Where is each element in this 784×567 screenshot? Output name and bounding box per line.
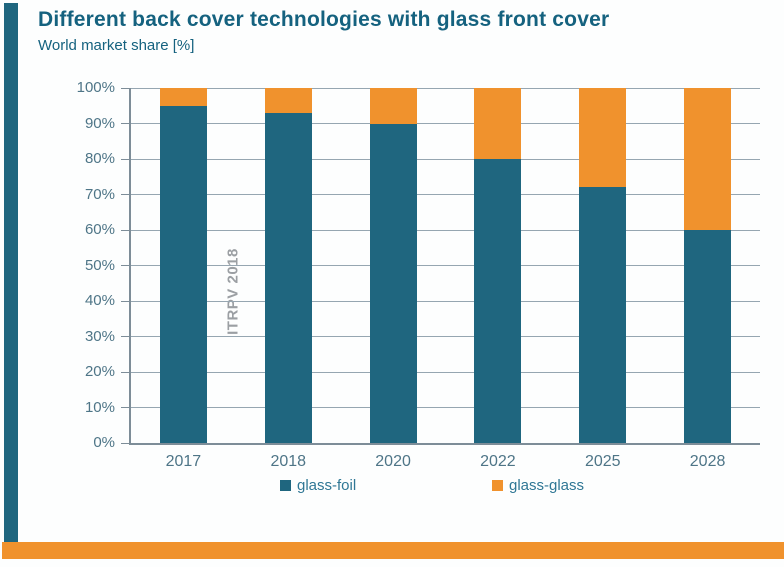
y-axis-tick [121, 123, 129, 124]
y-tick-label: 0% [93, 434, 115, 451]
chart-subtitle: World market share [%] [38, 37, 195, 54]
bar-segment-glass-foil-2020 [369, 123, 417, 443]
y-axis-tick [121, 407, 129, 408]
legend-swatch-glass-foil [280, 480, 291, 491]
bar-segment-glass-glass-2022 [474, 88, 522, 159]
y-axis-tick [121, 442, 129, 444]
y-axis-tick [121, 158, 129, 160]
bar-segment-glass-foil-2028 [684, 230, 732, 443]
y-tick-label: 90% [84, 114, 115, 132]
gridline [131, 229, 760, 231]
y-axis-tick [121, 87, 129, 89]
gridline [131, 300, 760, 302]
page-title: Different back cover technologies with g… [38, 8, 610, 31]
x-tick-label: 2025 [584, 453, 621, 470]
gridline [131, 123, 760, 124]
legend-label: glass-foil [297, 477, 357, 494]
bar-segment-glass-glass-2028 [684, 88, 732, 230]
y-tick-label: 80% [84, 150, 115, 167]
y-tick-label: 70% [84, 185, 115, 203]
y-axis-tick [121, 336, 129, 337]
y-axis-tick [121, 300, 129, 302]
gridline [131, 87, 760, 89]
legend-item-glass-glass: glass-glass [492, 477, 584, 494]
bar-segment-glass-foil-2022 [474, 159, 522, 443]
y-axis-tick [121, 371, 129, 373]
plot-area: ITRPV 2018 0% 10% 20% 30% 40% 50% 60% 70% 80% 90%… [77, 80, 760, 470]
bar-segment-glass-glass-2017 [159, 88, 207, 106]
legend-swatch-glass-glass [492, 480, 503, 491]
bottom-accent-stripe [2, 542, 784, 559]
y-tick-label: 30% [84, 327, 115, 345]
x-tick-label: 2017 [165, 453, 202, 470]
gridline [131, 371, 760, 373]
bar-segment-glass-foil-2018 [264, 112, 312, 443]
legend-item-glass-foil: glass-foil [280, 477, 356, 494]
watermark: ITRPV 2018 [224, 248, 242, 335]
gridline [131, 158, 760, 160]
legend-label: glass-glass [509, 477, 585, 494]
y-tick-label: 100% [76, 79, 115, 96]
bar-segment-glass-glass-2025 [579, 88, 627, 188]
y-axis-tick [121, 194, 129, 195]
x-tick-label: 2020 [375, 453, 411, 470]
gridline [131, 407, 760, 408]
gridline [131, 265, 760, 266]
bar-segment-glass-glass-2018 [264, 88, 312, 113]
y-tick-label: 20% [84, 363, 115, 380]
bar-segment-glass-foil-2017 [159, 105, 207, 443]
bar-segment-glass-foil-2025 [579, 187, 627, 443]
gridline [131, 336, 760, 337]
gridline [131, 194, 760, 195]
left-accent-stripe [4, 3, 18, 542]
y-tick-label: 40% [84, 292, 115, 309]
y-tick-label: 50% [84, 256, 115, 274]
chart-header: Different back cover technologies with g… [38, 8, 609, 54]
y-axis-tick [121, 265, 129, 266]
x-tick-label: 2018 [270, 453, 307, 470]
y-axis-tick [121, 229, 129, 231]
x-tick-label: 2028 [689, 453, 726, 470]
y-tick-label: 10% [84, 398, 115, 416]
x-tick-label: 2022 [480, 453, 516, 470]
bar-segment-glass-glass-2020 [369, 88, 417, 124]
y-tick-label: 60% [84, 221, 115, 238]
